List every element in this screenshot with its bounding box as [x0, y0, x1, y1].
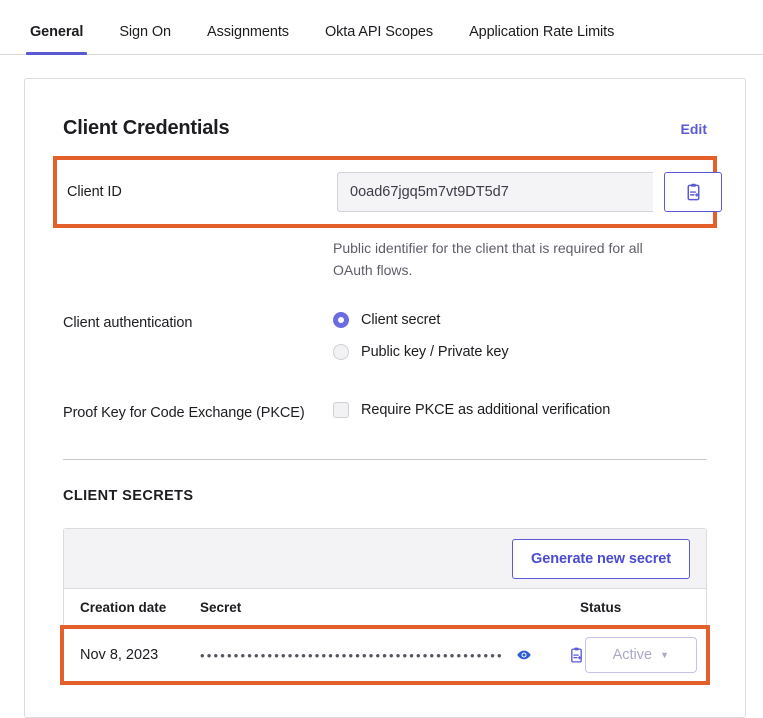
tab-general-label: General	[30, 24, 84, 40]
tab-sign-on-label: Sign On	[119, 24, 172, 40]
tab-application-rate-limits[interactable]: Application Rate Limits	[469, 24, 614, 54]
tab-okta-api-scopes[interactable]: Okta API Scopes	[325, 24, 433, 54]
tab-sign-on[interactable]: Sign On	[119, 24, 171, 54]
radio-unselected-icon[interactable]	[333, 344, 349, 361]
client-credentials-card: Client Credentials Edit Client ID 0oad67…	[24, 78, 746, 718]
card-content: Client Credentials Edit Client ID 0oad67…	[25, 79, 745, 686]
edit-button[interactable]: Edit	[680, 120, 707, 137]
radio-option-public-private-key[interactable]: Public key / Private key	[333, 339, 707, 365]
tab-bar: General Sign On Assignments Okta API Sco…	[0, 0, 763, 55]
client-secrets-toolbar: Generate new secret	[64, 529, 706, 590]
pkce-label: Proof Key for Code Exchange (PKCE)	[63, 405, 305, 422]
generate-new-secret-button[interactable]: Generate new secret	[512, 538, 690, 579]
tab-general[interactable]: General	[25, 24, 88, 55]
client-id-control: 0oad67jgq5m7vt9DT5d7	[337, 172, 722, 212]
cell-secret: ••••••••••••••••••••••••••••••••••••••••…	[200, 647, 585, 664]
tab-assignments[interactable]: Assignments	[207, 24, 289, 54]
clipboard-copy-icon	[568, 647, 585, 664]
cell-creation-date: Nov 8, 2023	[80, 647, 159, 664]
checkbox-unchecked-icon[interactable]	[333, 402, 349, 419]
table-header-row: Creation date Secret Status	[64, 589, 706, 625]
tab-list: General Sign On Assignments Okta API Sco…	[0, 0, 763, 55]
checkbox-option-require-pkce[interactable]: Require PKCE as additional verification	[333, 397, 707, 423]
secret-row-highlight: Nov 8, 2023 ••••••••••••••••••••••••••••…	[60, 625, 710, 686]
client-authentication-options: Client secret Public key / Private key	[333, 307, 707, 371]
cell-status: Active ▼	[584, 637, 697, 674]
radio-selected-icon[interactable]	[333, 312, 349, 329]
table-row: Nov 8, 2023 ••••••••••••••••••••••••••••…	[64, 629, 706, 682]
client-id-input[interactable]: 0oad67jgq5m7vt9DT5d7	[337, 172, 653, 212]
client-id-input-group: 0oad67jgq5m7vt9DT5d7	[337, 172, 722, 212]
section-divider	[63, 459, 707, 461]
client-secrets-table: Generate new secret Creation date Secret…	[60, 528, 710, 686]
card-header: Client Credentials Edit	[63, 117, 707, 140]
radio-option-client-secret-label: Client secret	[361, 312, 441, 329]
tab-assignments-label: Assignments	[207, 24, 289, 40]
pkce-row: Proof Key for Code Exchange (PKCE) Requi…	[63, 397, 707, 429]
copy-secret-button[interactable]	[568, 647, 585, 664]
column-header-status: Status	[580, 599, 622, 615]
client-id-copy-button[interactable]	[664, 172, 722, 212]
column-header-creation-date: Creation date	[80, 599, 167, 615]
client-id-row: Client ID 0oad67jgq5m7vt9DT5d7	[53, 156, 722, 228]
client-id-label: Client ID	[67, 184, 122, 200]
clipboard-copy-icon	[684, 183, 703, 202]
page-title: Client Credentials	[63, 117, 230, 139]
radio-option-public-private-key-label: Public key / Private key	[361, 344, 509, 361]
tab-application-rate-limits-label: Application Rate Limits	[469, 24, 615, 40]
secret-masked-value: ••••••••••••••••••••••••••••••••••••••••…	[200, 648, 504, 662]
client-authentication-row: Client authentication Client secret Publ…	[63, 307, 707, 371]
tab-okta-api-scopes-label: Okta API Scopes	[324, 24, 434, 40]
radio-option-client-secret[interactable]: Client secret	[333, 307, 707, 333]
eye-icon	[516, 647, 532, 663]
client-id-help-text: Public identifier for the client that is…	[333, 240, 643, 278]
pkce-options: Require PKCE as additional verification	[333, 397, 707, 429]
client-secrets-section-title: CLIENT SECRETS	[63, 488, 194, 505]
status-dropdown[interactable]: Active ▼	[584, 637, 697, 674]
status-badge: Active	[612, 647, 653, 664]
chevron-down-icon: ▼	[660, 649, 670, 660]
column-header-secret: Secret	[200, 599, 242, 615]
reveal-secret-button[interactable]	[516, 647, 532, 663]
client-authentication-label: Client authentication	[63, 315, 193, 332]
checkbox-option-require-pkce-label: Require PKCE as additional verification	[361, 402, 611, 419]
